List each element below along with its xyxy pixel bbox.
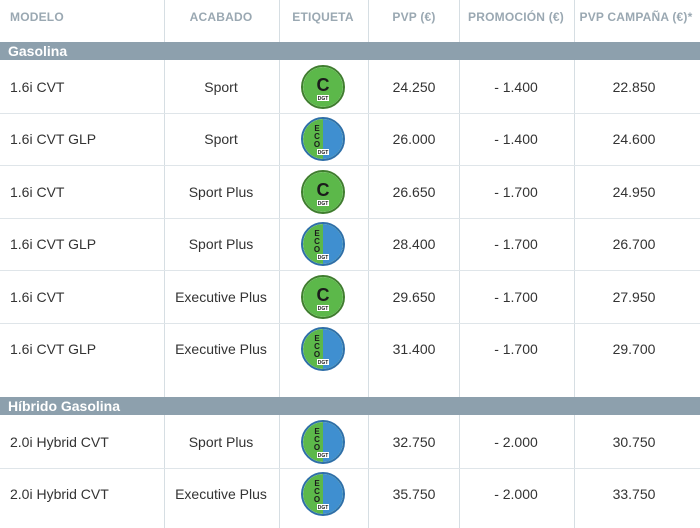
row-divider: [0, 322, 700, 324]
section-title: Gasolina: [8, 43, 68, 59]
cell-campana: 33.750: [612, 486, 656, 503]
cell-modelo: 1.6i CVT GLP: [10, 236, 97, 253]
header-promocion: PROMOCIÓN (€): [468, 10, 564, 24]
label-eco-icon: E C O DGT: [301, 222, 345, 267]
cell-promocion: - 2.000: [494, 486, 538, 503]
column-divider: [164, 0, 165, 528]
header-etiqueta: ETIQUETA: [292, 10, 354, 24]
cell-promocion: - 1.700: [494, 183, 538, 200]
cell-pvp: 35.750: [392, 486, 436, 503]
label-c-icon: C DGT: [301, 169, 345, 214]
row-divider: [0, 270, 700, 271]
svg-text:DGT: DGT: [318, 201, 329, 207]
svg-text:DGT: DGT: [318, 306, 329, 312]
row-divider: [0, 112, 700, 114]
cell-campana: 22.850: [612, 78, 656, 95]
cell-pvp: 29.650: [392, 288, 436, 305]
svg-text:E: E: [314, 229, 320, 238]
svg-text:C: C: [314, 435, 320, 444]
cell-pvp: 26.000: [392, 131, 436, 148]
cell-pvp: 28.400: [392, 236, 436, 253]
section-header: Gasolina: [0, 42, 700, 60]
cell-modelo: 2.0i Hybrid CVT: [10, 433, 109, 450]
column-divider: [574, 0, 575, 528]
cell-acabado: Sport Plus: [188, 433, 254, 450]
svg-text:C: C: [314, 487, 320, 496]
cell-campana: 24.950: [612, 183, 656, 200]
cell-promocion: - 1.700: [494, 288, 538, 305]
cell-campana: 27.950: [612, 288, 656, 305]
column-divider: [279, 0, 280, 528]
cell-acabado: Sport: [204, 78, 238, 95]
cell-acabado: Executive Plus: [175, 288, 267, 305]
cell-modelo: 2.0i Hybrid CVT: [10, 486, 109, 503]
cell-acabado: Sport Plus: [188, 236, 254, 253]
svg-text:C: C: [314, 132, 320, 141]
svg-text:O: O: [314, 350, 320, 359]
cell-campana: 26.700: [612, 236, 656, 253]
cell-promocion: - 1.400: [494, 78, 538, 95]
svg-text:O: O: [314, 245, 320, 254]
cell-campana: 29.700: [612, 341, 656, 358]
column-divider: [459, 0, 460, 528]
cell-promocion: - 1.700: [494, 236, 538, 253]
svg-text:O: O: [314, 443, 320, 452]
cell-promocion: - 1.400: [494, 131, 538, 148]
cell-pvp: 24.250: [392, 78, 436, 95]
section-header: Híbrido Gasolina: [0, 397, 700, 415]
svg-text:DGT: DGT: [318, 150, 329, 156]
cell-modelo: 1.6i CVT GLP: [10, 341, 97, 358]
cell-acabado: Sport Plus: [188, 183, 254, 200]
cell-acabado: Executive Plus: [175, 486, 267, 503]
cell-promocion: - 1.700: [494, 341, 538, 358]
svg-text:DGT: DGT: [318, 96, 329, 102]
svg-text:C: C: [314, 237, 320, 246]
cell-campana: 30.750: [612, 433, 656, 450]
svg-text:E: E: [314, 124, 320, 133]
label-eco-icon: E C O DGT: [301, 327, 345, 372]
svg-text:O: O: [314, 495, 320, 504]
cell-pvp: 31.400: [392, 341, 436, 358]
table-header: MODELO ACABADO ETIQUETA PVP (€) PROMOCIÓ…: [0, 0, 700, 40]
cell-promocion: - 2.000: [494, 433, 538, 450]
svg-text:C: C: [317, 285, 330, 305]
label-eco-icon: E C O DGT: [301, 117, 345, 162]
cell-modelo: 1.6i CVT: [10, 288, 65, 305]
cell-modelo: 1.6i CVT GLP: [10, 131, 97, 148]
header-pvp-campana: PVP CAMPAÑA (€)*: [579, 10, 693, 24]
header-modelo: MODELO: [10, 10, 64, 24]
svg-text:E: E: [314, 479, 320, 488]
section-title: Híbrido Gasolina: [8, 398, 121, 414]
svg-text:E: E: [314, 334, 320, 343]
column-divider: [368, 0, 369, 528]
label-eco-icon: E C O DGT: [301, 419, 345, 464]
svg-text:DGT: DGT: [318, 360, 329, 366]
label-c-icon: C DGT: [301, 64, 345, 109]
svg-text:DGT: DGT: [318, 453, 329, 459]
row-divider: [0, 467, 700, 469]
svg-text:DGT: DGT: [318, 505, 329, 511]
svg-text:C: C: [317, 75, 330, 95]
row-divider: [0, 165, 700, 166]
cell-acabado: Executive Plus: [175, 341, 267, 358]
cell-campana: 24.600: [612, 131, 656, 148]
svg-text:E: E: [314, 427, 320, 436]
cell-modelo: 1.6i CVT: [10, 183, 65, 200]
svg-text:DGT: DGT: [318, 255, 329, 261]
svg-text:O: O: [314, 140, 320, 149]
svg-text:C: C: [317, 180, 330, 200]
cell-pvp: 26.650: [392, 183, 436, 200]
header-acabado: ACABADO: [189, 10, 253, 24]
cell-modelo: 1.6i CVT: [10, 78, 65, 95]
row-divider: [0, 217, 700, 219]
label-eco-icon: E C O DGT: [301, 472, 345, 517]
cell-acabado: Sport: [204, 131, 238, 148]
header-pvp: PVP (€): [392, 10, 436, 24]
svg-text:C: C: [314, 342, 320, 351]
label-c-icon: C DGT: [301, 274, 345, 319]
cell-pvp: 32.750: [392, 433, 436, 450]
